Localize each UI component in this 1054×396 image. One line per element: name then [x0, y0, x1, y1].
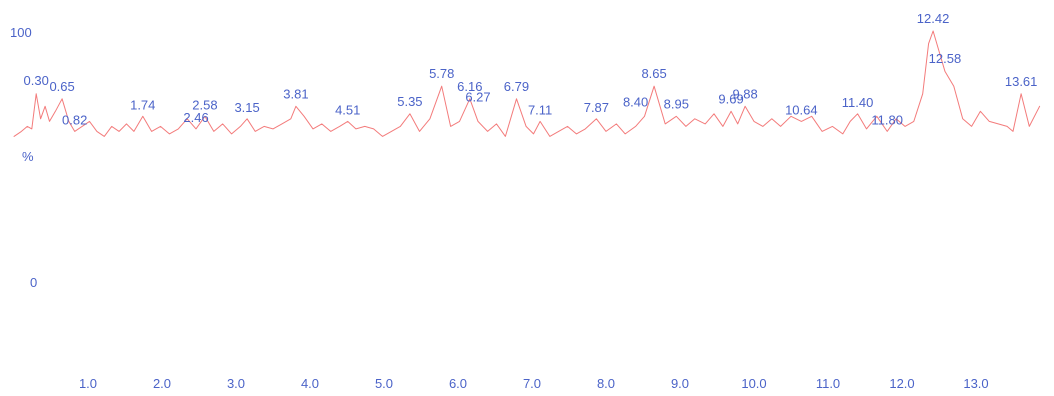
peak-label: 2.58 — [192, 97, 217, 112]
peak-label: 3.15 — [234, 100, 259, 115]
x-tick-label: 9.0 — [671, 376, 689, 391]
peak-label: 3.81 — [283, 86, 308, 101]
peak-label: 8.40 — [623, 94, 648, 109]
x-axis: 1.0 2.0 3.0 4.0 5.0 6.0 7.0 8.0 9.0 10.0 11.0 12.0 1… — [79, 376, 989, 391]
series-line — [13, 30, 1041, 137]
peak-label: 6.27 — [465, 89, 490, 104]
peak-label: 11.40 — [842, 95, 874, 110]
peak-label: 10.64 — [785, 102, 818, 117]
peak-label: 9.69 — [718, 91, 743, 106]
x-tick-label: 4.0 — [301, 376, 319, 391]
peak-label: 1.74 — [130, 97, 155, 112]
peak-label: 8.95 — [664, 96, 689, 111]
x-tick-label: 13.0 — [963, 376, 988, 391]
x-tick-label: 12.0 — [889, 376, 914, 391]
peak-label: 9.88 — [732, 86, 757, 101]
x-tick-label: 11.0 — [816, 376, 840, 391]
y-axis: 100 % 0 — [10, 25, 37, 290]
peak-label: 5.35 — [397, 94, 422, 109]
peak-label: 7.87 — [584, 100, 609, 115]
y-tick-100: 100 — [10, 25, 32, 40]
y-tick-0: 0 — [30, 275, 37, 290]
x-tick-label: 3.0 — [227, 376, 245, 391]
peak-label: 13.61 — [1005, 74, 1038, 89]
peak-label: 12.58 — [929, 51, 962, 66]
x-tick-label: 7.0 — [523, 376, 541, 391]
series-layer — [13, 30, 1041, 137]
peak-label: 6.16 — [457, 79, 482, 94]
peak-label: 6.79 — [504, 79, 529, 94]
peak-label: 5.78 — [429, 66, 454, 81]
peak-label: 0.30 — [24, 73, 49, 88]
x-tick-label: 1.0 — [79, 376, 97, 391]
peak-label: 11.80 — [871, 112, 903, 127]
peak-label: 4.51 — [335, 102, 360, 117]
peak-labels: 0.30 0.65 0.82 1.74 2.462.58 3.15 3.81 4.51 5.35… — [24, 11, 1038, 127]
peak-label: 7.11 — [528, 102, 552, 117]
peak-label: 2.46 — [183, 110, 208, 125]
peak-label: 12.42 — [917, 11, 950, 26]
peak-label: 0.82 — [62, 112, 87, 127]
x-tick-label: 8.0 — [597, 376, 615, 391]
x-tick-label: 6.0 — [449, 376, 467, 391]
x-tick-label: 5.0 — [375, 376, 393, 391]
peak-label: 8.65 — [641, 66, 666, 81]
peak-label: 0.65 — [49, 79, 74, 94]
x-tick-label: 10.0 — [741, 376, 766, 391]
x-tick-label: 2.0 — [153, 376, 171, 391]
y-axis-label: % — [22, 149, 34, 164]
